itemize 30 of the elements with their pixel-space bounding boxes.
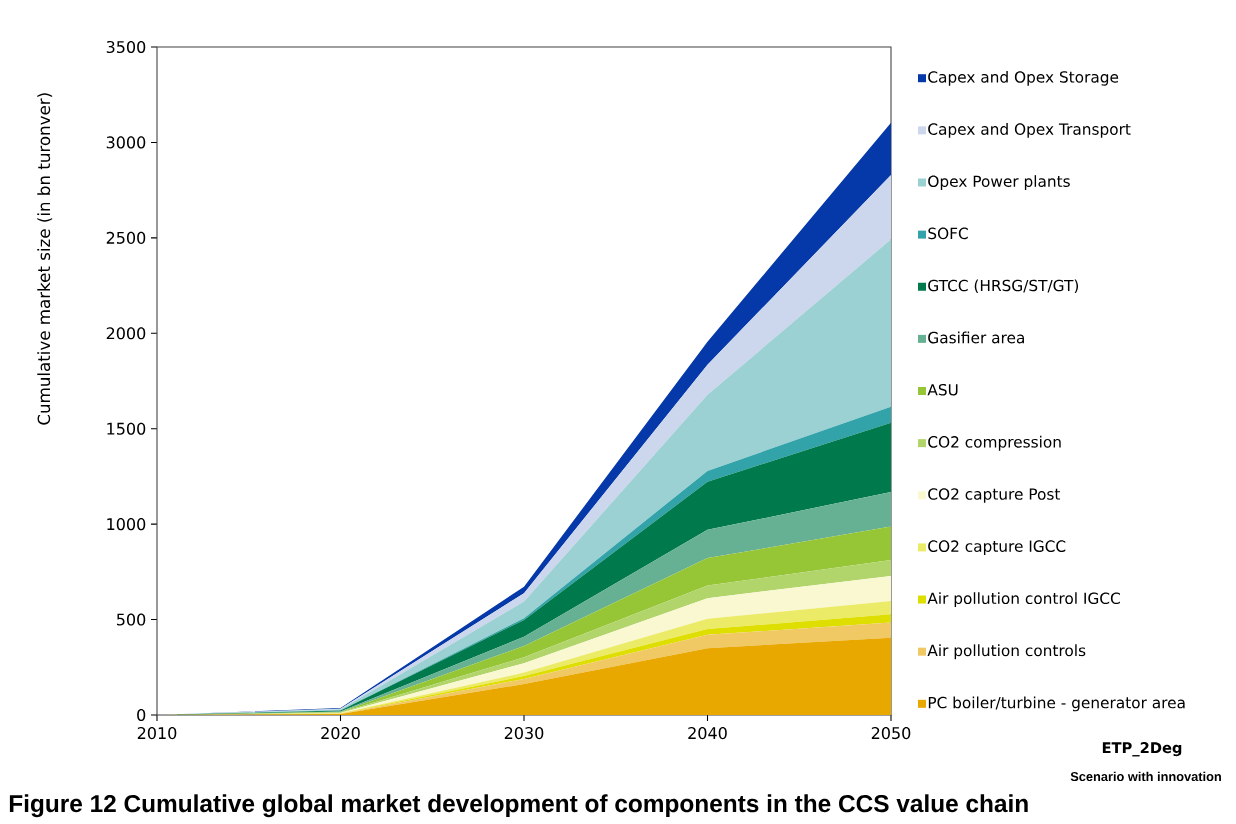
legend-label: PC boiler/turbine - generator area (928, 696, 1185, 712)
y-tick-label: 2500 (106, 231, 146, 244)
y-tick-label: 2000 (106, 327, 146, 340)
legend-label: Air pollution control IGCC (927, 592, 1120, 608)
y-tick-label: 500 (117, 613, 146, 626)
legend-label: GTCC (HRSG/ST/GT) (928, 279, 1079, 294)
legend-label: Capex and Opex Transport (928, 123, 1131, 138)
text: ETP_2Deg (1102, 742, 1182, 757)
legend-label: CO2 capture IGCC (928, 540, 1066, 555)
legend-label: CO2 compression (928, 435, 1061, 451)
x-tick-label: 2040 (688, 727, 727, 740)
legend-label: Gasifier area (928, 331, 1024, 344)
legend-label: Capex and Opex Storage (928, 70, 1119, 86)
legend-label: Air pollution controls (927, 644, 1086, 660)
text: Scenario with innovation (1070, 771, 1221, 782)
legend-label: ASU (927, 383, 958, 396)
legend-label: CO2 capture Post (928, 488, 1061, 503)
y-tick-label: 1500 (107, 422, 146, 435)
y-tick-label: 1000 (107, 518, 146, 531)
x-tick-label: 2050 (871, 727, 911, 740)
legend-label: Opex Power plants (928, 175, 1070, 190)
y-tick-label: 3000 (106, 136, 146, 149)
x-tick-label: 2020 (321, 727, 360, 740)
legend-label: SOFC (928, 227, 968, 240)
caption: Figure 12 Cumulative global market development of components in the CCS value chain (9, 794, 1028, 818)
x-tick-label: 2030 (504, 727, 544, 740)
y-axis-title: Cumulative market size (in bn turonver) (37, 93, 53, 425)
y-tick-label: 0 (137, 708, 146, 722)
x-tick-label: 2010 (137, 727, 177, 740)
y-tick-label: 3500 (106, 40, 146, 54)
